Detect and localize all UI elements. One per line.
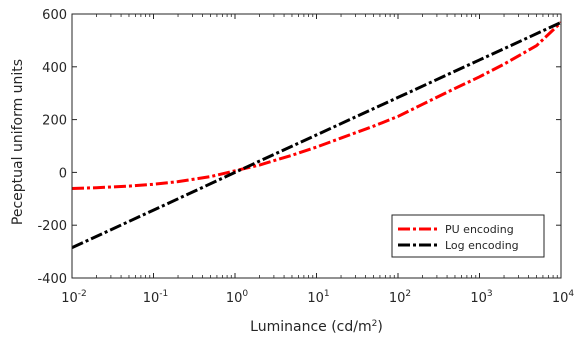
x-tick-label-exponent: 3: [487, 289, 493, 299]
x-tick-label: 10-1: [143, 289, 169, 306]
y-tick-label: 400: [42, 61, 67, 76]
x-tick-label-base: 10: [226, 291, 243, 306]
x-tick-label-base: 10: [552, 291, 569, 306]
x-tick-label-exponent: 0: [242, 289, 248, 299]
series-layer: [72, 21, 561, 250]
legend-label-pu-encoding: PU encoding: [445, 223, 514, 236]
legend-label-log-encoding: Log encoding: [445, 239, 519, 252]
y-tick-label: 200: [42, 114, 67, 129]
x-tick-label-exponent: -1: [159, 289, 168, 299]
x-tick-label: 100: [226, 289, 249, 306]
y-axis-title: Peceptual uniform units: [10, 59, 26, 225]
x-tick-label: 101: [307, 289, 329, 306]
x-axis-title: Luminance (cd/m2): [250, 319, 383, 335]
x-tick-label-exponent: 2: [405, 289, 411, 299]
x-tick-label: 103: [470, 289, 492, 306]
y-tick-label: 0: [59, 166, 67, 181]
x-tick-label-base: 10: [61, 291, 78, 306]
x-tick-label-exponent: 4: [568, 289, 574, 299]
x-tick-label: 10-2: [61, 289, 87, 306]
x-tick-label-base: 10: [389, 291, 406, 306]
legend-box: [391, 214, 545, 258]
x-tick-label-exponent: -2: [78, 289, 87, 299]
y-tick-label: 600: [42, 8, 67, 23]
legend: PU encoding Log encoding: [391, 214, 545, 258]
x-axis-title-main: Luminance (cd/m: [250, 319, 371, 335]
x-axis-title-sup: 2: [372, 319, 378, 329]
x-tick-label-base: 10: [307, 291, 324, 306]
y-tick-label: -200: [37, 219, 67, 234]
ticks-layer: 10-2 10-1 100 101 102 103 104-400-200020040060…: [37, 8, 574, 306]
x-tick-label-base: 10: [470, 291, 487, 306]
x-axis-title-close: ): [377, 319, 382, 335]
x-tick-label: 102: [389, 289, 411, 306]
x-tick-label-exponent: 1: [324, 289, 330, 299]
series-line-log-encoding: [72, 21, 561, 250]
x-tick-label-base: 10: [143, 291, 160, 306]
y-tick-label: -400: [37, 272, 67, 287]
series-line-pu-encoding: [72, 21, 561, 190]
x-tick-label: 104: [552, 289, 575, 306]
